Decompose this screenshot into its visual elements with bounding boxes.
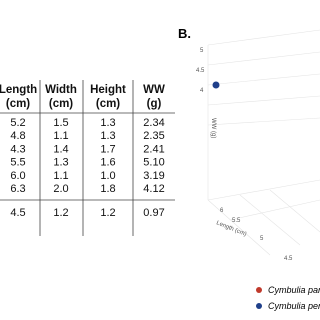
table-cell: 6.0 [10, 170, 25, 182]
table-cell: 2.0 [53, 183, 68, 195]
table-cell: 5.5 [10, 157, 25, 169]
table-cell: 4.3 [10, 143, 25, 155]
table-cell: 1.3 [100, 117, 115, 129]
grid-line [207, 117, 320, 126]
summary-cell: 0.97 [143, 207, 164, 219]
table: Length (cm) Width (cm) Height (cm) WW (g) 5.2 1.5… [0, 80, 175, 236]
column-header: Height [90, 84, 126, 96]
table-cell: 1.3 [100, 130, 115, 142]
table-cell: 2.34 [143, 117, 164, 129]
grid-line [229, 199, 320, 221]
table-cell: 5.2 [10, 117, 25, 129]
table-cell: 3.19 [143, 170, 164, 182]
x-tick: 4.5 [284, 256, 293, 262]
table-cell: 5.10 [143, 157, 164, 169]
table-cell: 2.41 [143, 143, 164, 155]
legend-swatch [256, 287, 262, 293]
data-point [212, 81, 220, 89]
legend-label: Cymbulia parvia [268, 285, 320, 295]
grid-line [207, 95, 320, 106]
table-cell: 1.4 [53, 143, 68, 155]
summary-cell: 1.2 [100, 207, 115, 219]
grid-line [207, 51, 320, 66]
table-cell: 1.5 [53, 117, 68, 129]
table-cell: 1.6 [100, 157, 115, 169]
column-header: (cm) [49, 98, 73, 110]
plot: B. 5 4.5 4 WW (g) 6 5.5 5 4.5 Length (cm… [178, 26, 320, 311]
x-tick: 6 [220, 208, 224, 214]
legend-label: Cymbulia peron [268, 301, 320, 311]
table-cell: 1.1 [53, 130, 68, 142]
x-tick: 5 [260, 236, 264, 242]
column-header: WW [143, 84, 165, 96]
table-cell: 2.35 [143, 130, 164, 142]
x-tick: 5.5 [232, 218, 241, 224]
summary-cell: 4.5 [10, 207, 25, 219]
grid-line [269, 189, 320, 233]
table-cell: 1.7 [100, 143, 115, 155]
grid-line [207, 199, 271, 256]
column-header: Length [0, 84, 37, 96]
z-tick: 4 [200, 88, 204, 94]
column-header: Width [45, 84, 77, 96]
table-cell: 4.8 [10, 130, 25, 142]
column-header: (cm) [6, 98, 30, 110]
column-header: (g) [147, 98, 162, 110]
column-header: (cm) [96, 98, 120, 110]
grid-line [207, 29, 320, 46]
table-cell: 1.0 [100, 170, 115, 182]
z-label: WW (g) [210, 118, 216, 138]
table-cell: 4.12 [143, 183, 164, 195]
grid-line [239, 194, 301, 246]
table-cell: 1.3 [53, 157, 68, 169]
z-tick: 5 [200, 48, 204, 54]
legend-swatch [256, 303, 262, 309]
grid-line [207, 179, 320, 201]
z-tick: 4.5 [196, 68, 205, 74]
table-cell: 1.8 [100, 183, 115, 195]
table-cell: 6.3 [10, 183, 25, 195]
grid-line [207, 73, 320, 86]
panel-label: B. [178, 26, 191, 41]
table-cell: 1.1 [53, 170, 68, 182]
summary-cell: 1.2 [53, 207, 68, 219]
